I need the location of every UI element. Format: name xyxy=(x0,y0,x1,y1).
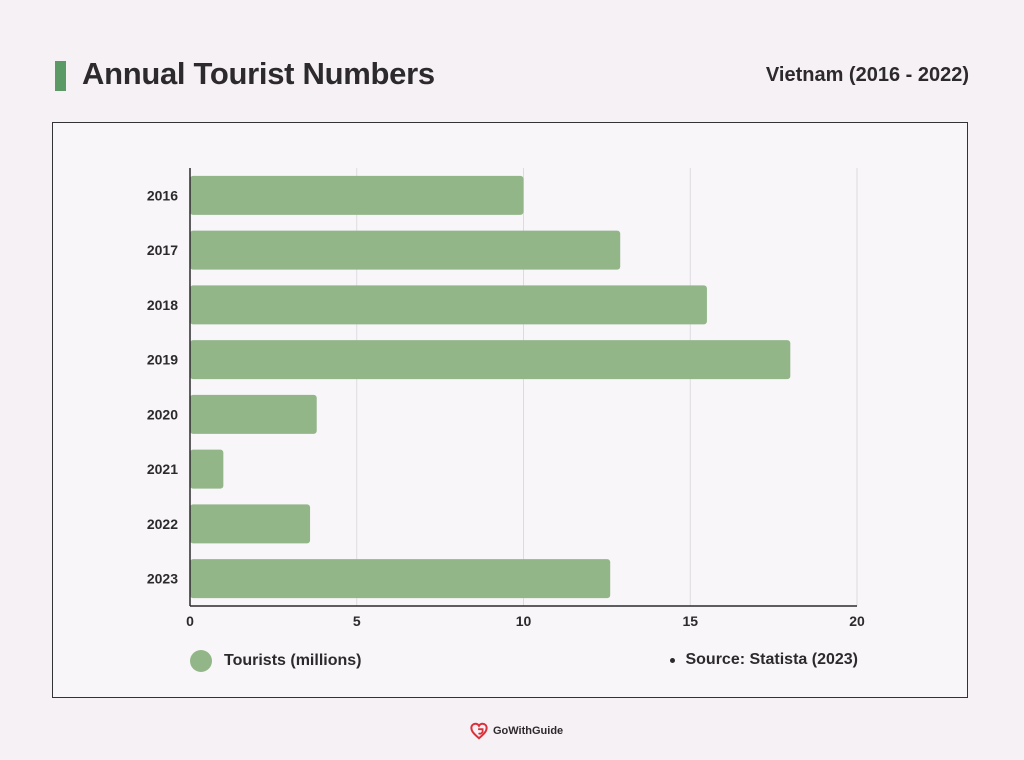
x-tick-label-15: 15 xyxy=(682,613,698,629)
bar-2023 xyxy=(190,559,611,599)
source-text: Source: Statista (2023) xyxy=(685,651,858,668)
bar-2021 xyxy=(190,449,224,489)
bar-2020 xyxy=(190,394,317,434)
category-label-2017: 2017 xyxy=(147,242,178,258)
bar-2016 xyxy=(190,175,524,215)
x-tick-label-5: 5 xyxy=(353,613,361,629)
category-label-2021: 2021 xyxy=(147,461,178,477)
category-label-2019: 2019 xyxy=(147,352,178,368)
title-accent-bar xyxy=(55,61,66,91)
chart-legend: Tourists (millions) xyxy=(190,650,361,672)
category-label-2022: 2022 xyxy=(147,516,178,532)
legend-swatch-icon xyxy=(190,650,212,672)
bar-2019 xyxy=(190,340,791,380)
x-tick-label-20: 20 xyxy=(849,613,865,629)
source-note: Source: Statista (2023) xyxy=(670,651,858,669)
bar-2017 xyxy=(190,230,621,270)
x-tick-label-10: 10 xyxy=(516,613,532,629)
bar-2022 xyxy=(190,504,311,544)
bar-2018 xyxy=(190,285,707,325)
legend-label: Tourists (millions) xyxy=(224,652,362,669)
brand-footer[interactable]: GoWithGuide xyxy=(470,722,563,740)
category-label-2018: 2018 xyxy=(147,297,178,313)
page-subtitle: Vietnam (2016 - 2022) xyxy=(765,64,969,86)
gowithguide-logo-icon xyxy=(470,722,488,740)
page-title: Annual Tourist Numbers xyxy=(82,56,435,91)
category-label-2020: 2020 xyxy=(147,406,178,422)
brand-name: GoWithGuide xyxy=(493,725,564,737)
category-label-2016: 2016 xyxy=(147,187,178,203)
category-label-2023: 2023 xyxy=(147,571,178,587)
bullet-icon xyxy=(670,657,676,663)
x-tick-label-0: 0 xyxy=(186,613,194,629)
